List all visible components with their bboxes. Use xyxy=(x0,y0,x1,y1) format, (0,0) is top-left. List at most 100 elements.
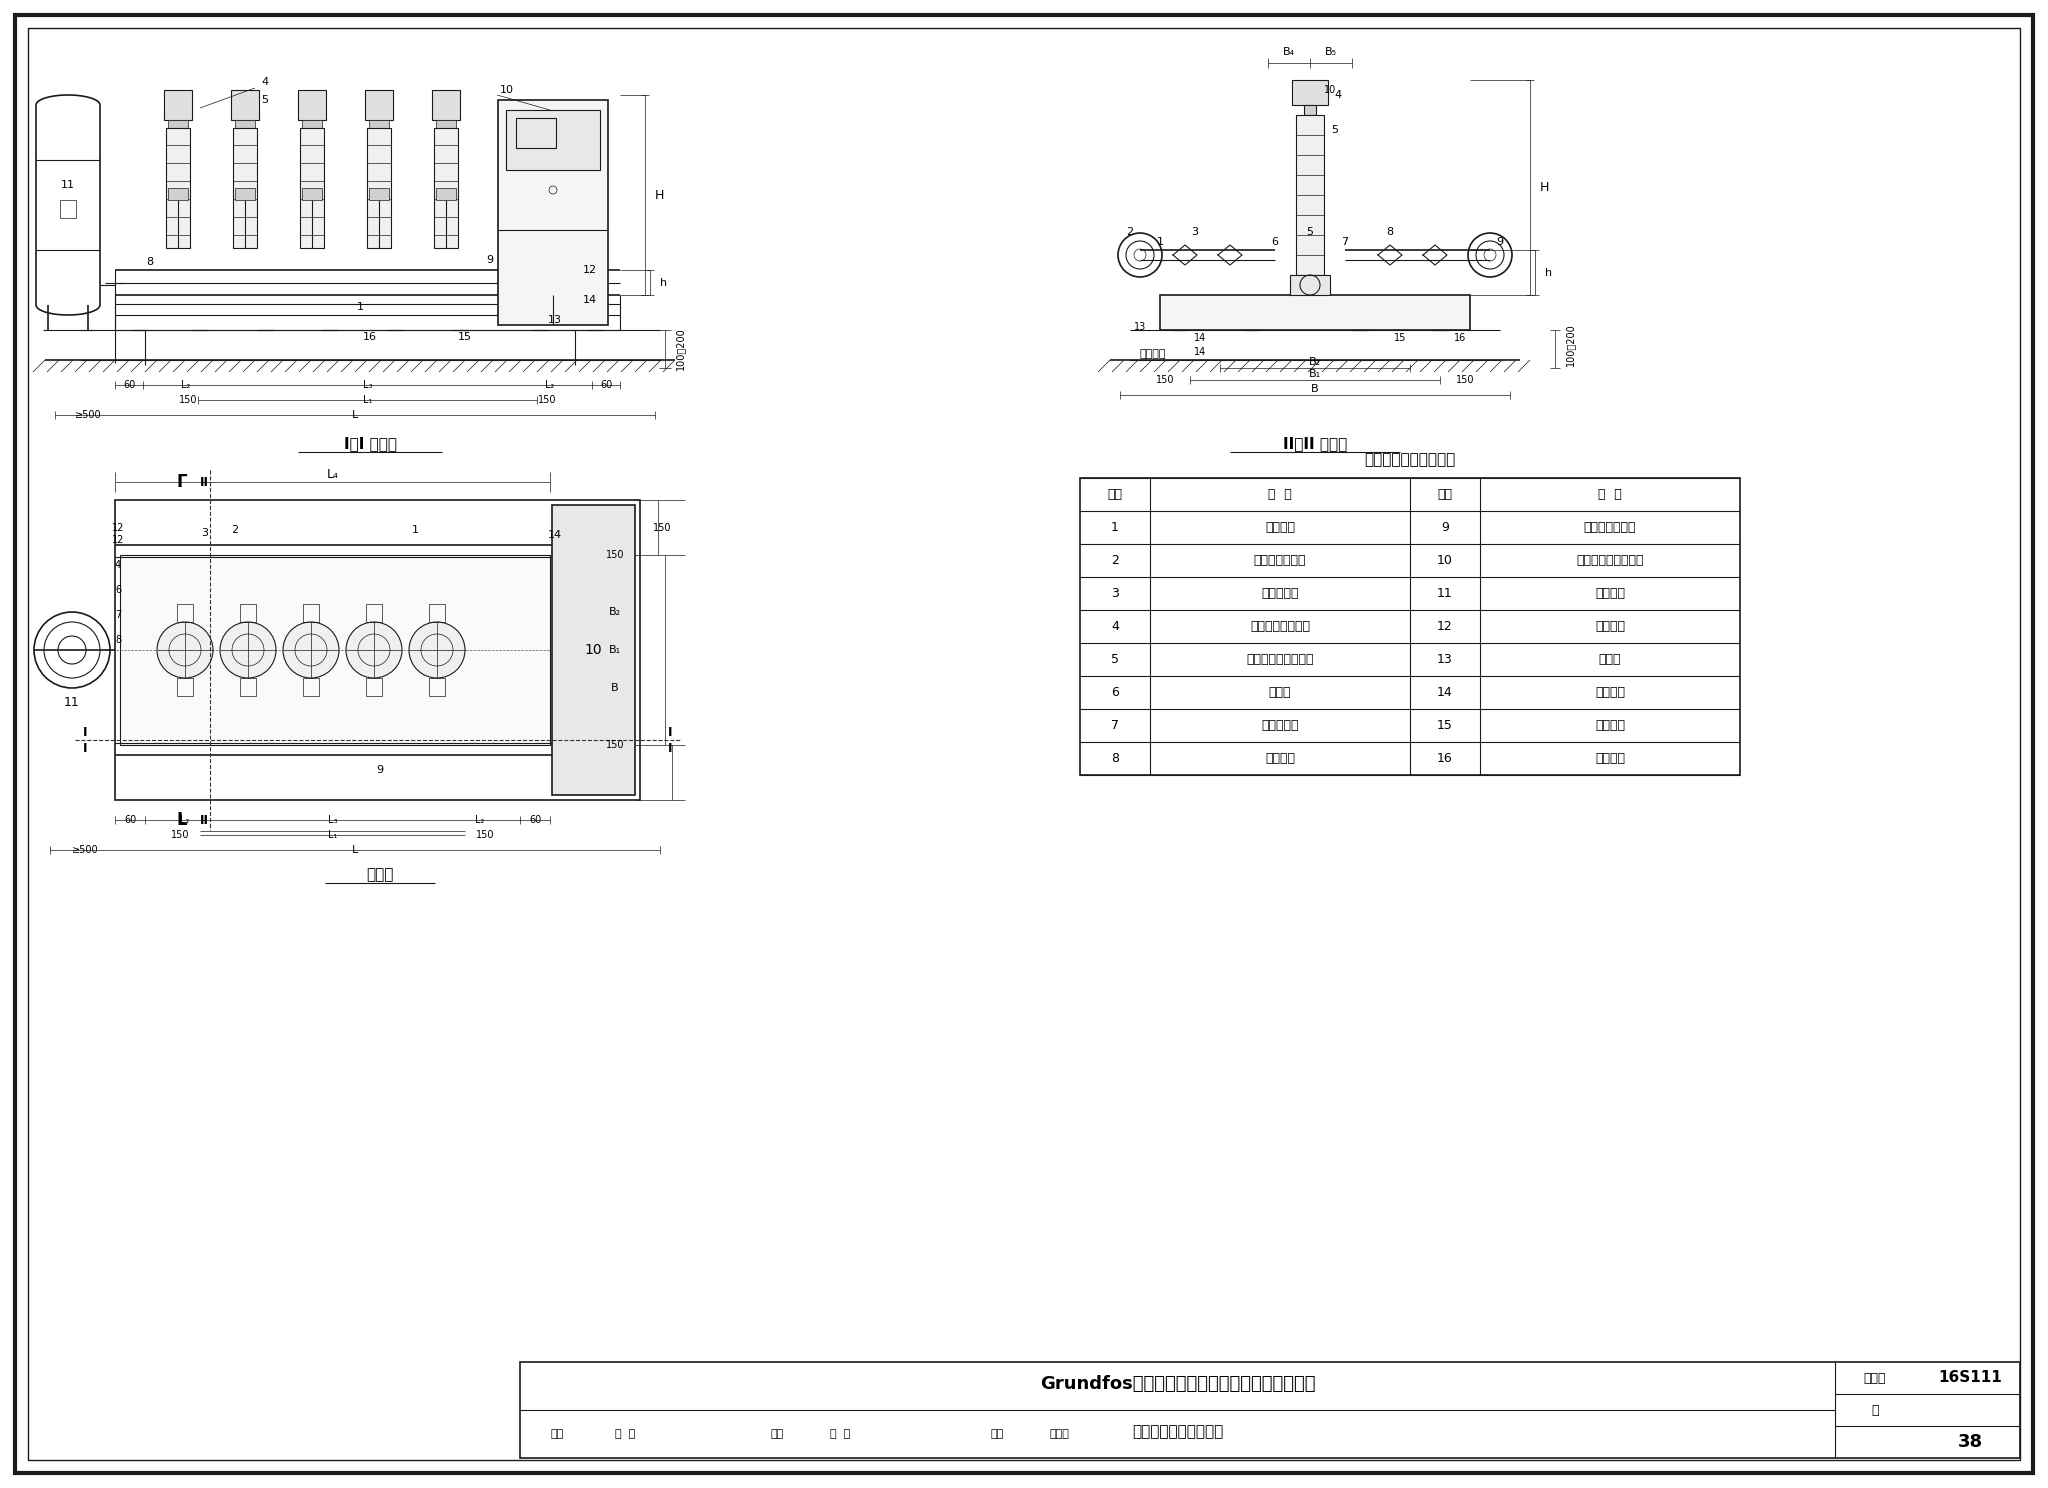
Text: （四用一备立式泵组）: （四用一备立式泵组） xyxy=(1133,1424,1223,1439)
Text: I: I xyxy=(82,741,88,754)
Text: 6: 6 xyxy=(115,585,121,595)
Text: 1: 1 xyxy=(356,302,362,312)
Text: 8: 8 xyxy=(1386,228,1393,237)
Text: 校对: 校对 xyxy=(770,1428,782,1439)
Text: 9: 9 xyxy=(1442,521,1448,534)
Text: 7: 7 xyxy=(1110,719,1118,732)
Text: B₁: B₁ xyxy=(608,644,621,655)
Text: 150: 150 xyxy=(475,830,494,841)
Bar xyxy=(553,504,635,795)
Bar xyxy=(168,187,188,199)
Text: 9: 9 xyxy=(1497,237,1503,247)
Text: h: h xyxy=(659,277,668,287)
Text: 4: 4 xyxy=(262,77,268,86)
Text: B₄: B₄ xyxy=(1282,48,1294,57)
Text: 150: 150 xyxy=(653,522,672,533)
Bar xyxy=(236,187,256,199)
Bar xyxy=(367,679,383,696)
Text: L: L xyxy=(352,845,358,856)
Text: 智能水泵专用控制柜: 智能水泵专用控制柜 xyxy=(1577,554,1645,567)
Text: 150: 150 xyxy=(170,830,188,841)
Bar xyxy=(506,110,600,170)
Text: 6: 6 xyxy=(1272,237,1278,247)
Text: 13: 13 xyxy=(549,315,561,324)
Text: 9: 9 xyxy=(487,254,494,265)
Bar xyxy=(240,679,256,696)
Bar xyxy=(231,89,258,121)
Text: II－II 剖视图: II－II 剖视图 xyxy=(1282,436,1348,451)
Text: 出水压力传感器: 出水压力传感器 xyxy=(1583,521,1636,534)
Text: 14: 14 xyxy=(584,295,598,305)
Text: 8: 8 xyxy=(115,635,121,644)
Text: 60: 60 xyxy=(123,815,135,824)
Text: 60: 60 xyxy=(528,815,541,824)
Bar xyxy=(233,128,256,248)
Text: H: H xyxy=(1540,182,1550,193)
Text: II: II xyxy=(201,476,209,488)
Text: B₂: B₂ xyxy=(608,607,621,618)
Bar xyxy=(1079,478,1741,775)
Text: 编号: 编号 xyxy=(1438,488,1452,501)
Text: ≥500: ≥500 xyxy=(72,845,98,856)
Bar xyxy=(1305,106,1317,115)
Bar xyxy=(428,679,444,696)
Bar xyxy=(166,128,190,248)
Text: 平面图: 平面图 xyxy=(367,868,393,882)
Bar xyxy=(434,128,459,248)
Bar xyxy=(369,187,389,199)
Text: 吸水总管: 吸水总管 xyxy=(1266,521,1294,534)
Bar xyxy=(367,128,391,248)
Text: L₂: L₂ xyxy=(475,815,485,824)
Text: 100～200: 100～200 xyxy=(1565,323,1575,366)
Text: 3: 3 xyxy=(201,528,209,539)
Text: I: I xyxy=(668,741,672,754)
Text: L₄: L₄ xyxy=(326,467,338,481)
Circle shape xyxy=(158,622,213,679)
Text: L₂: L₂ xyxy=(180,379,190,390)
Text: 8: 8 xyxy=(147,257,154,266)
Text: L: L xyxy=(176,811,186,829)
Text: 5: 5 xyxy=(262,95,268,106)
Text: 8: 8 xyxy=(1110,751,1118,765)
Text: L₁: L₁ xyxy=(362,394,373,405)
Bar xyxy=(520,1362,2019,1458)
Text: 2: 2 xyxy=(231,525,238,536)
Bar xyxy=(299,89,326,121)
Text: 审核: 审核 xyxy=(551,1428,563,1439)
Text: 管道支架: 管道支架 xyxy=(1595,751,1624,765)
Text: B₁: B₁ xyxy=(1309,369,1321,379)
Text: 图集号: 图集号 xyxy=(1864,1372,1886,1384)
Text: 15: 15 xyxy=(1438,719,1452,732)
Bar xyxy=(1159,295,1470,330)
Bar xyxy=(428,604,444,622)
Bar xyxy=(301,121,322,128)
Bar xyxy=(498,100,608,324)
Text: 止回阀: 止回阀 xyxy=(1270,686,1290,699)
Text: 吸水管阀门: 吸水管阀门 xyxy=(1262,586,1298,600)
Text: 14: 14 xyxy=(1194,333,1206,344)
Text: 150: 150 xyxy=(606,551,625,559)
Text: 13: 13 xyxy=(1438,653,1452,667)
Text: 12: 12 xyxy=(113,536,125,545)
Text: 设计: 设计 xyxy=(989,1428,1004,1439)
Text: 5: 5 xyxy=(1307,228,1313,237)
Text: 立式不锈钢多级水泵: 立式不锈钢多级水泵 xyxy=(1247,653,1313,667)
Bar xyxy=(303,679,319,696)
Text: 1: 1 xyxy=(1112,521,1118,534)
Text: 12: 12 xyxy=(1438,620,1452,632)
Text: 150: 150 xyxy=(606,740,625,750)
Bar xyxy=(369,121,389,128)
Text: 3: 3 xyxy=(1112,586,1118,600)
Bar xyxy=(436,187,457,199)
Bar xyxy=(59,199,76,219)
Text: 150: 150 xyxy=(178,394,197,405)
Text: Γ: Γ xyxy=(176,473,186,491)
Text: H: H xyxy=(655,189,664,201)
Text: 泵房地面: 泵房地面 xyxy=(1141,350,1167,359)
Circle shape xyxy=(219,622,276,679)
Text: 14: 14 xyxy=(1438,686,1452,699)
Bar xyxy=(176,679,193,696)
Text: 膨胀螺栓: 膨胀螺栓 xyxy=(1595,719,1624,732)
Text: 11: 11 xyxy=(61,180,76,190)
Circle shape xyxy=(346,622,401,679)
